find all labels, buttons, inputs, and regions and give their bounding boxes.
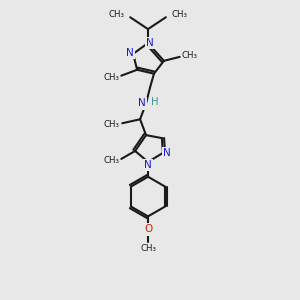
Text: O: O bbox=[144, 224, 152, 234]
Text: N: N bbox=[146, 38, 154, 48]
Text: N: N bbox=[144, 160, 152, 170]
Text: N: N bbox=[138, 98, 146, 108]
Text: CH₃: CH₃ bbox=[103, 156, 119, 165]
Text: N: N bbox=[126, 48, 134, 58]
Text: CH₃: CH₃ bbox=[182, 51, 198, 60]
Text: CH₃: CH₃ bbox=[140, 244, 156, 253]
Text: CH₃: CH₃ bbox=[172, 10, 188, 19]
Text: N: N bbox=[163, 148, 171, 158]
Text: CH₃: CH₃ bbox=[103, 120, 119, 129]
Text: CH₃: CH₃ bbox=[103, 73, 119, 82]
Text: H: H bbox=[151, 98, 159, 107]
Text: CH₃: CH₃ bbox=[108, 10, 124, 19]
